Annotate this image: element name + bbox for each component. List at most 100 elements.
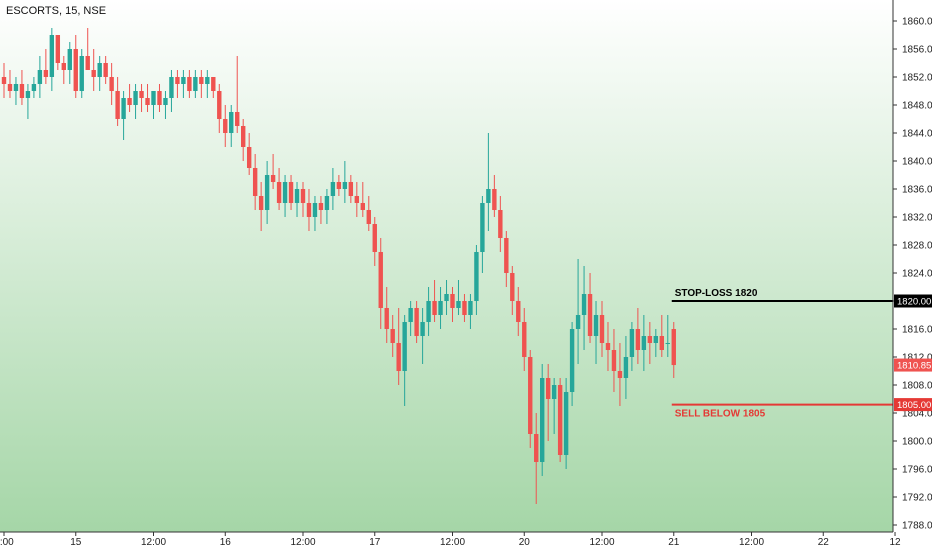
price-tick-label: 1840.00	[902, 157, 932, 168]
candle	[599, 301, 605, 357]
last-price-badge-text: 1810.85	[897, 361, 931, 372]
candle	[19, 70, 25, 105]
candle	[444, 280, 449, 315]
candle-body	[252, 168, 258, 196]
time-tick-label: 16	[220, 537, 232, 548]
annotations-layer: STOP-LOSS 1820 SELL BELOW 1805	[671, 288, 893, 420]
candles-layer	[1, 28, 676, 504]
candle-body	[450, 294, 455, 308]
candle-body	[211, 77, 216, 91]
candle	[635, 308, 641, 364]
candle	[43, 49, 49, 84]
candle	[647, 322, 653, 364]
time-tick-label: 12:00	[141, 537, 166, 548]
candle	[653, 329, 659, 357]
candle-body	[31, 84, 37, 91]
candle-body	[635, 329, 641, 350]
candle-body	[557, 385, 563, 455]
candle	[438, 287, 443, 329]
candle-body	[480, 203, 485, 252]
candle	[282, 175, 288, 217]
candle-body	[575, 315, 581, 329]
candle	[623, 336, 629, 399]
candle	[617, 343, 623, 406]
time-tick-label: 2:00	[0, 537, 14, 548]
time-tick-label: 17	[369, 537, 381, 548]
candle	[534, 413, 539, 504]
candle-body	[528, 357, 533, 434]
candle-body	[276, 182, 282, 203]
candle	[629, 322, 635, 371]
candle-body	[498, 210, 503, 238]
candle	[205, 70, 210, 98]
candle	[288, 175, 294, 210]
candle-body	[569, 329, 575, 392]
candle-body	[103, 63, 108, 77]
candle	[587, 273, 593, 343]
price-tick-label: 1824.00	[902, 269, 932, 280]
candle	[133, 84, 138, 119]
candle-body	[246, 147, 252, 168]
candle	[37, 56, 43, 98]
candle-body	[474, 252, 479, 301]
candle	[258, 182, 264, 231]
candle	[498, 196, 503, 252]
sell-badge-text: 1805.00	[897, 400, 931, 411]
time-axis-background	[0, 532, 893, 550]
candle-body	[85, 56, 90, 70]
candle-body	[235, 112, 240, 126]
candle-body	[605, 343, 611, 350]
candle	[557, 378, 563, 462]
candle-body	[49, 35, 55, 77]
candle	[605, 322, 611, 371]
last-price-badge-box	[894, 358, 932, 372]
candle	[55, 35, 61, 70]
candle-body	[330, 182, 336, 196]
candle	[294, 182, 300, 217]
price-tick-label: 1796.00	[902, 465, 932, 476]
sell-badge-box	[894, 398, 932, 412]
candle	[468, 294, 473, 329]
candle	[103, 56, 108, 84]
candle	[372, 217, 377, 266]
candle	[264, 161, 270, 224]
candle	[300, 182, 306, 217]
price-tick-label: 1816.00	[902, 325, 932, 336]
candle-body	[97, 63, 102, 77]
time-tick-label: 12:00	[290, 537, 315, 548]
candle-body	[432, 301, 437, 315]
time-tick-label: 21	[668, 537, 680, 548]
candle-body	[390, 329, 395, 343]
candle-body	[563, 392, 569, 455]
candle-body	[504, 238, 509, 273]
candle-body	[19, 84, 25, 98]
candle	[348, 175, 354, 203]
candle-body	[384, 308, 389, 329]
candle	[246, 133, 252, 175]
price-tick-label: 1856.00	[902, 45, 932, 56]
candle-body	[336, 182, 342, 189]
candle-body	[241, 126, 246, 147]
candle	[575, 259, 581, 364]
candle	[360, 182, 365, 217]
candle	[211, 77, 216, 98]
candle-body	[366, 210, 371, 224]
candle-body	[324, 196, 330, 210]
candle-body	[551, 385, 557, 399]
candle-body	[623, 357, 629, 378]
candle	[235, 56, 240, 133]
candle-body	[223, 119, 228, 133]
candle	[181, 70, 186, 98]
candle	[336, 175, 342, 196]
candle-body	[522, 322, 527, 357]
candle	[25, 84, 31, 119]
candle-body	[318, 203, 324, 210]
candle-body	[414, 308, 419, 336]
candle	[193, 70, 198, 98]
candle-body	[294, 189, 300, 203]
candle	[73, 35, 78, 98]
candle-body	[420, 322, 425, 336]
candle-body	[360, 203, 365, 210]
time-axis-ticks: 2:00 15 12:00 16 12:00 17 12:00 20 12:00 21 12:00 2…	[0, 532, 901, 548]
